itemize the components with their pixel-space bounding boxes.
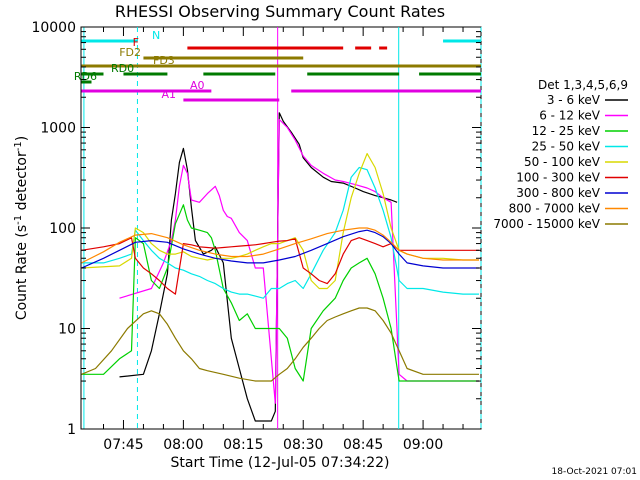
y-tick-label-3: 1000 xyxy=(40,121,76,137)
legend-label-8: 7000 - 15000 keV xyxy=(493,217,600,231)
legend-label-7: 800 - 7000 keV xyxy=(509,202,601,216)
y-axis-title-part1: Count Rate (s xyxy=(14,225,30,320)
legend-label-4: 50 - 100 keV xyxy=(524,155,601,169)
y-axis-title-sup2: -1 xyxy=(13,141,24,151)
flag-bar-label-fd2: FD2 xyxy=(119,46,141,59)
series-line-6 xyxy=(81,229,479,269)
series-line-8 xyxy=(81,307,479,382)
series-line-2 xyxy=(81,204,479,382)
flag-bar-label-a1: A1 xyxy=(161,88,176,101)
y-axis-title: Count Rate (s-1 detector-1) xyxy=(13,136,30,320)
x-tick-label-2: 08:15 xyxy=(223,437,263,453)
x-tick-label-1: 08:00 xyxy=(163,437,203,453)
legend-label-1: 6 - 12 keV xyxy=(539,109,601,123)
y-tick-label-4: 10000 xyxy=(31,20,76,36)
legend-label-6: 300 - 800 keV xyxy=(516,186,600,200)
series-line-3 xyxy=(81,166,479,299)
legend-label-3: 25 - 50 keV xyxy=(532,140,601,154)
x-tick-label-3: 08:30 xyxy=(283,437,323,453)
x-tick-label-4: 08:45 xyxy=(343,437,383,453)
plot-frame xyxy=(80,26,482,430)
legend-label-2: 12 - 25 keV xyxy=(532,124,601,138)
render-timestamp: 18-Oct-2021 07:01 xyxy=(552,467,637,477)
flag-bar-label-rd6: RD6 xyxy=(74,70,97,83)
y-axis-title-sup1: -1 xyxy=(13,215,24,225)
y-tick-label-2: 100 xyxy=(49,221,76,237)
chart-title: RHESSI Observing Summary Count Rates xyxy=(115,2,445,21)
x-tick-label-5: 09:00 xyxy=(403,437,443,453)
y-axis-title-part3: ) xyxy=(14,136,30,141)
flag-bar-label-n: N xyxy=(152,29,160,42)
series-line-0 xyxy=(119,112,398,422)
series-line-5 xyxy=(81,237,479,295)
y-tick-label-1: 10 xyxy=(58,322,76,338)
flag-bar-label-f: F xyxy=(133,36,139,49)
series-line-7 xyxy=(81,227,479,264)
legend-label-0: 3 - 6 keV xyxy=(547,93,601,107)
flag-bar-label-fd3: FD3 xyxy=(153,54,175,67)
legend-label-5: 100 - 300 keV xyxy=(516,171,600,185)
vertical-markers xyxy=(83,27,482,429)
y-axis: 1 10 100 1000 10000 xyxy=(31,20,481,438)
series-line-4 xyxy=(81,153,479,290)
x-axis: 07:45 08:00 08:15 08:30 08:45 09:00 xyxy=(102,27,464,453)
series-line-1 xyxy=(119,118,479,404)
x-axis-title: Start Time (12-Jul-05 07:34:22) xyxy=(170,455,389,471)
data-series xyxy=(81,112,479,422)
flag-bar-label-a0: A0 xyxy=(190,79,205,92)
y-axis-title-part2: detector xyxy=(14,151,30,215)
flag-bar-label-rd0: RD0 xyxy=(111,62,134,75)
legend-header: Det 1,3,4,5,6,9 xyxy=(538,78,628,92)
x-tick-label-0: 07:45 xyxy=(103,437,143,453)
y-tick-label-0: 1 xyxy=(67,422,76,438)
